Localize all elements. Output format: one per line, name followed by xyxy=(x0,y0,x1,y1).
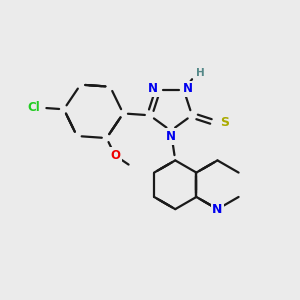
Text: N: N xyxy=(183,82,193,95)
Text: N: N xyxy=(212,202,223,216)
Text: H: H xyxy=(196,68,205,78)
Text: S: S xyxy=(220,116,230,129)
Text: N: N xyxy=(166,130,176,143)
Text: Cl: Cl xyxy=(28,101,40,114)
Text: O: O xyxy=(110,149,120,162)
Text: N: N xyxy=(148,82,158,95)
